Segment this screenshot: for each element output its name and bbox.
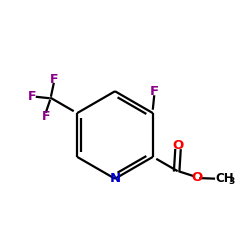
- Text: O: O: [172, 138, 184, 151]
- Text: F: F: [50, 73, 58, 86]
- Text: CH: CH: [215, 172, 234, 185]
- Text: F: F: [150, 86, 159, 98]
- Text: F: F: [28, 90, 37, 104]
- Text: 3: 3: [228, 178, 234, 186]
- Text: O: O: [192, 171, 203, 184]
- Text: F: F: [42, 110, 50, 122]
- Text: N: N: [110, 172, 120, 185]
